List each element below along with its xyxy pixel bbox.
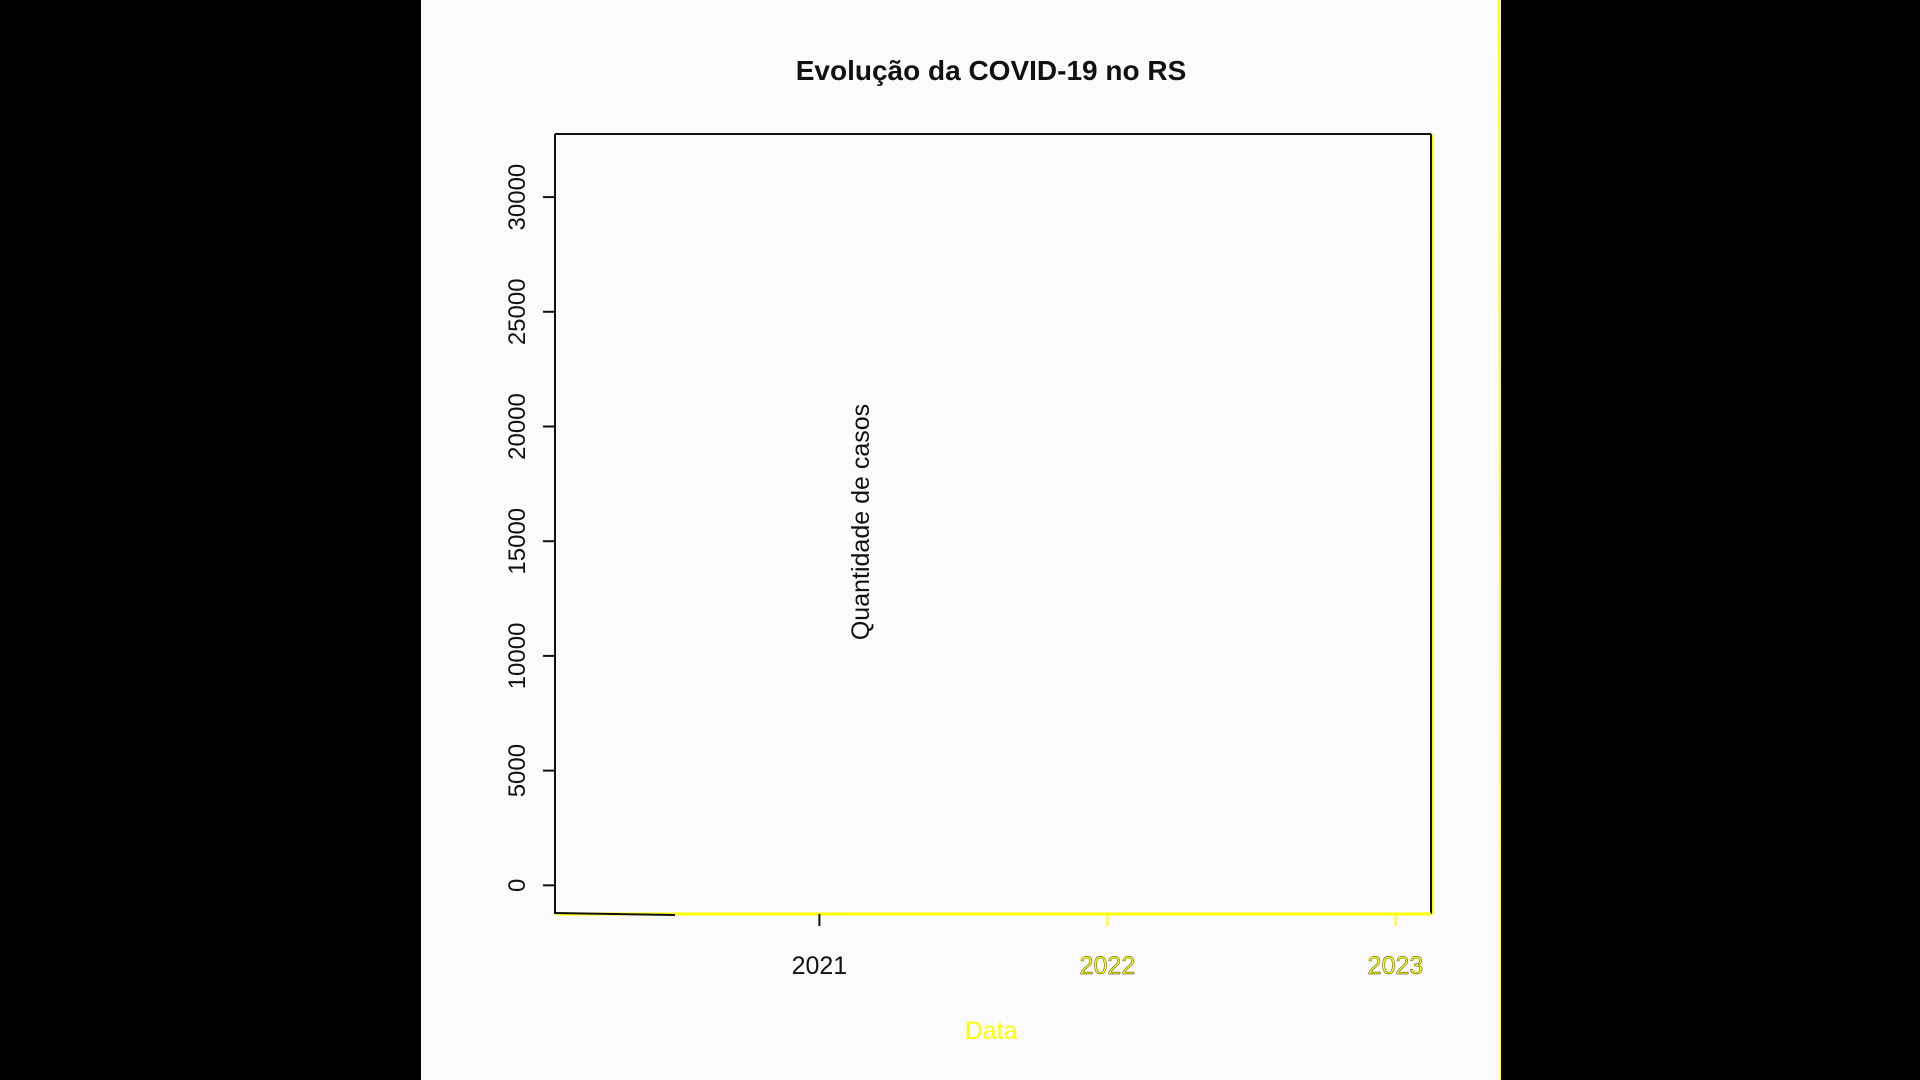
y-tick-label: 10000 <box>504 623 531 690</box>
x-tick-label: 2021 <box>792 952 848 980</box>
y-tick-label: 15000 <box>504 508 531 575</box>
chart: Evolução da COVID-19 no RS Quantidade de… <box>504 0 1501 1080</box>
x-tick-label: 2023 <box>1368 952 1424 980</box>
y-tick-label: 30000 <box>504 164 531 231</box>
x-axis-ticks: 2021 2022 2023 <box>792 914 1424 980</box>
panel-edge-highlight <box>1498 0 1501 1080</box>
plot-panel: Evolução da COVID-19 no RS Quantidade de… <box>421 0 1501 1080</box>
y-tick-label: 5000 <box>504 744 531 797</box>
y-axis-label: Quantidade de casos <box>847 404 875 640</box>
x-axis-label: Data <box>965 1017 1018 1045</box>
chart-title: Evolução da COVID-19 no RS <box>796 55 1187 86</box>
y-tick-label: 25000 <box>504 278 531 345</box>
y-tick-label: 0 <box>504 879 531 892</box>
y-axis-ticks: 0 5000 10000 15000 20000 25000 30000 <box>504 164 555 892</box>
y-tick-label: 20000 <box>504 393 531 460</box>
plot-frame <box>554 133 1434 916</box>
plot-frame-bottom-shadow <box>554 912 676 916</box>
x-tick-label: 2022 <box>1080 952 1136 980</box>
